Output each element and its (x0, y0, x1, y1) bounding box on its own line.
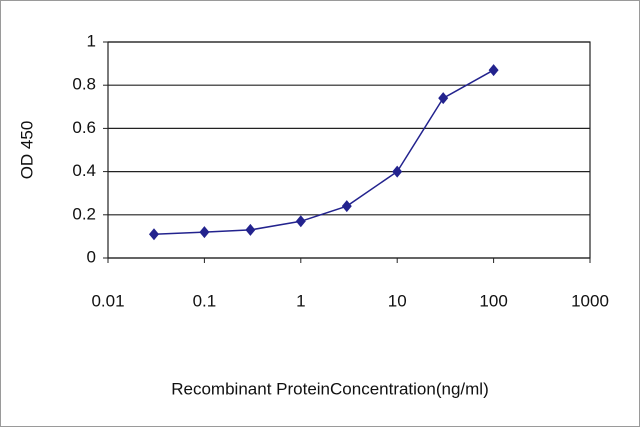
data-line (153, 69, 494, 235)
data-marker (392, 165, 403, 178)
y-tick-label: 0 (87, 247, 96, 266)
y-tick-label: 0.8 (72, 75, 96, 94)
x-tick-label: 100 (479, 291, 507, 310)
plot-area (107, 41, 591, 259)
y-tick-label: 0.2 (72, 204, 96, 223)
y-axis-label: OD 450 (17, 121, 36, 180)
data-marker (438, 92, 449, 105)
data-marker (488, 64, 499, 77)
x-tick-label: 0.01 (91, 291, 124, 310)
x-tick-label: 0.1 (193, 291, 217, 310)
data-marker (148, 228, 159, 241)
y-tick-label: 1 (87, 31, 96, 50)
x-axis-label: Recombinant ProteinConcentration(ng/ml) (171, 379, 489, 398)
y-tick-label: 0.4 (72, 161, 96, 180)
x-tick-label: 10 (388, 291, 407, 310)
data-marker (245, 223, 256, 236)
x-tick-label: 1000 (571, 291, 609, 310)
data-marker (295, 215, 306, 228)
data-marker (199, 226, 210, 239)
x-tick-label: 1 (296, 291, 305, 310)
y-tick-label: 0.6 (72, 118, 96, 137)
data-marker (341, 200, 352, 213)
